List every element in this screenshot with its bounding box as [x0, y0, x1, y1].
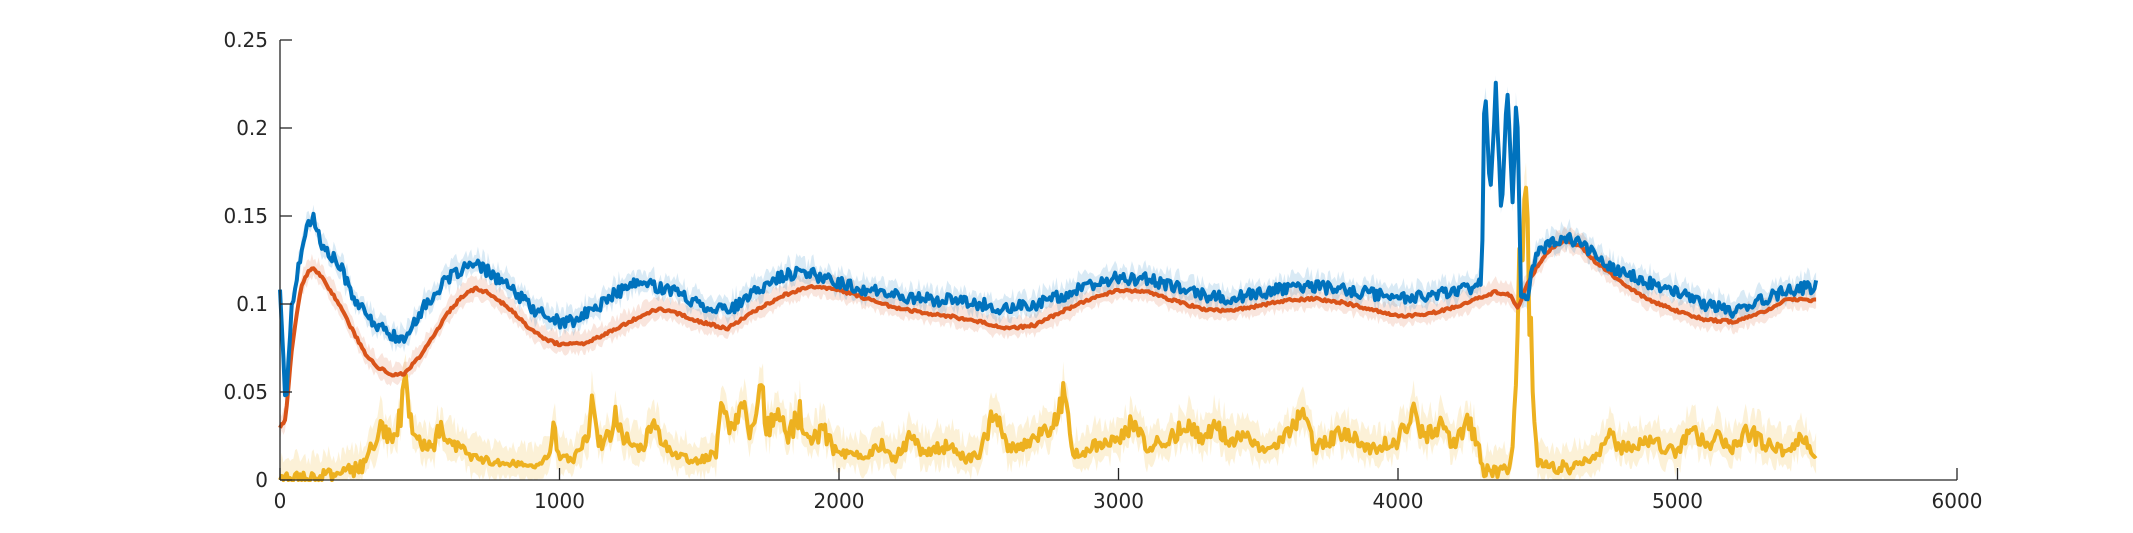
series-0-band	[280, 75, 1817, 405]
series-0-line	[278, 80, 1819, 398]
x-tick-label: 1000	[534, 489, 585, 513]
series-1-line	[278, 238, 1817, 429]
x-tick-label: 5000	[1652, 489, 1703, 513]
y-tick-label: 0.15	[223, 204, 268, 228]
confidence-bands	[280, 75, 1817, 480]
x-tick-label: 2000	[814, 489, 865, 513]
x-tick-label: 0	[274, 489, 287, 513]
x-tick-label: 6000	[1932, 489, 1983, 513]
series-1-band	[280, 226, 1817, 441]
y-tick-label: 0.1	[236, 292, 268, 316]
series-2-line	[278, 185, 1818, 482]
x-tick-label: 3000	[1093, 489, 1144, 513]
series-lines	[278, 80, 1819, 482]
y-tick-label: 0.25	[223, 28, 268, 52]
y-tick-label: 0.2	[236, 116, 268, 140]
x-axis-ticks: 0 1000 2000 3000 4000 5000 6000	[274, 468, 1983, 513]
axes	[279, 40, 1957, 481]
y-axis-ticks: 0 0.05 0.1 0.15 0.2 0.25	[223, 28, 292, 492]
x-tick-label: 4000	[1373, 489, 1424, 513]
y-tick-label: 0.05	[223, 380, 268, 404]
y-tick-label: 0	[255, 468, 268, 492]
